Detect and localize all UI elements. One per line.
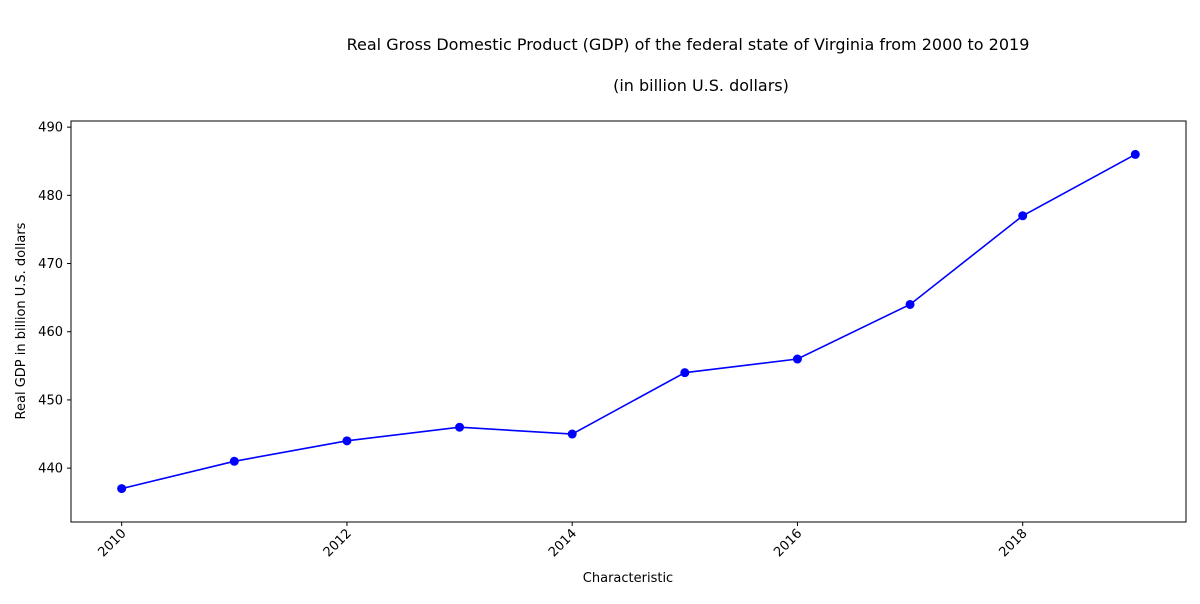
plot-area-frame	[70, 120, 1187, 523]
y-tick-label: 450	[38, 393, 63, 408]
x-tick-label: 2012	[321, 526, 355, 560]
y-tick-label: 490	[38, 121, 63, 136]
y-tick-label: 440	[38, 462, 63, 477]
data-point	[1130, 149, 1140, 159]
chart-subtitle: (in billion U.S. dollars)	[613, 76, 789, 95]
x-tick-label: 2018	[997, 526, 1031, 560]
x-tick-label: 2010	[96, 526, 130, 560]
x-axis-label: Characteristic	[583, 571, 673, 586]
data-point	[792, 354, 802, 364]
data-point	[567, 429, 577, 439]
y-tick-label: 470	[38, 257, 63, 272]
y-axis-label: Real GDP in billion U.S. dollars	[14, 222, 29, 419]
y-axis: 440 450 460 470 480 490	[38, 121, 71, 477]
data-point	[1018, 211, 1028, 221]
y-tick-label: 460	[38, 325, 63, 340]
series-layer	[117, 149, 1140, 494]
x-tick-label: 2014	[546, 526, 580, 560]
chart-title: Real Gross Domestic Product (GDP) of the…	[347, 35, 1030, 54]
y-tick-label: 480	[38, 189, 63, 204]
x-tick-label: 2016	[771, 526, 805, 560]
series-line	[121, 153, 1136, 490]
data-point	[117, 484, 127, 494]
x-axis: 2010 2012 2014 2016 2018	[96, 522, 1031, 560]
data-point	[455, 422, 465, 432]
data-point	[680, 368, 690, 378]
data-point	[342, 436, 352, 446]
data-point	[229, 456, 239, 466]
data-point	[905, 299, 915, 309]
